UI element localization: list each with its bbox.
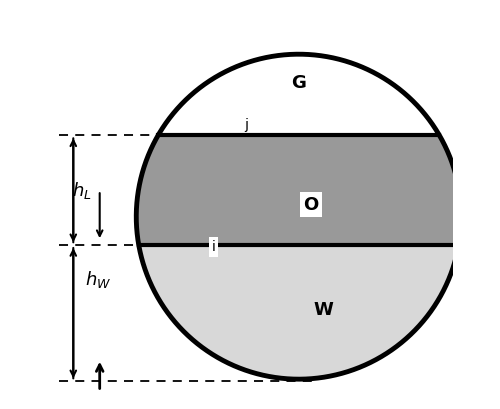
Polygon shape — [158, 54, 440, 135]
Text: j: j — [244, 118, 248, 132]
Polygon shape — [139, 245, 458, 379]
Text: W: W — [313, 301, 333, 319]
Text: $h_W$: $h_W$ — [84, 269, 111, 290]
Text: G: G — [292, 74, 306, 92]
Text: O: O — [304, 196, 318, 213]
Polygon shape — [136, 135, 461, 245]
Text: $h_L$: $h_L$ — [72, 180, 92, 201]
Text: i: i — [212, 240, 216, 254]
